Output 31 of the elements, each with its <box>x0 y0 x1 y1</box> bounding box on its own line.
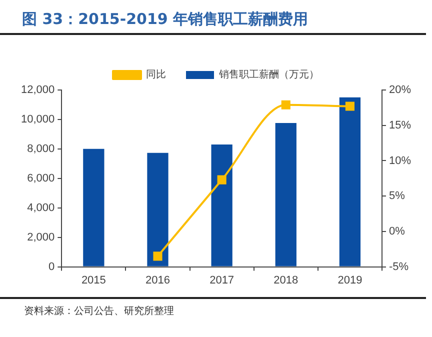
y2-tick-label: 0% <box>388 225 406 238</box>
y-tick-label: 2,000 <box>27 231 55 244</box>
y2-tick-label: 20% <box>388 84 412 96</box>
point <box>345 102 354 111</box>
point <box>153 252 162 261</box>
x-tick-label: 2019 <box>338 274 362 286</box>
y-tick-label: 12,000 <box>20 84 55 96</box>
chart-title: 图 33：2015-2019 年销售职工薪酬费用 <box>22 10 308 29</box>
x-tick-label: 2018 <box>274 274 298 286</box>
y-tick-label: 8,000 <box>27 142 55 155</box>
bar <box>147 152 168 266</box>
y2-tick-label: 10% <box>388 154 412 167</box>
y-tick-label: 0 <box>48 260 55 273</box>
text: 资料来源：公司公告、研究所整理 <box>24 304 174 318</box>
y-tick-label: 4,000 <box>27 202 55 214</box>
point <box>281 100 290 110</box>
bar <box>339 97 361 266</box>
legend-label: 同比 <box>146 68 166 81</box>
legend-label: 销售职工薪酬（万元） <box>218 68 319 81</box>
y2-tick-label: -5% <box>388 260 409 273</box>
bar <box>275 123 296 266</box>
x-tick-label: 2015 <box>81 274 106 286</box>
y2-tick-label: 5% <box>388 190 406 202</box>
y-tick-label: 6,000 <box>27 172 55 184</box>
x-tick-label: 2017 <box>210 274 234 286</box>
point <box>217 175 226 184</box>
y-tick-label: 10,000 <box>20 114 55 126</box>
bar <box>83 148 104 266</box>
x-tick-label: 2016 <box>146 274 170 286</box>
bar <box>211 144 232 266</box>
y2-tick-label: 15% <box>388 119 412 132</box>
